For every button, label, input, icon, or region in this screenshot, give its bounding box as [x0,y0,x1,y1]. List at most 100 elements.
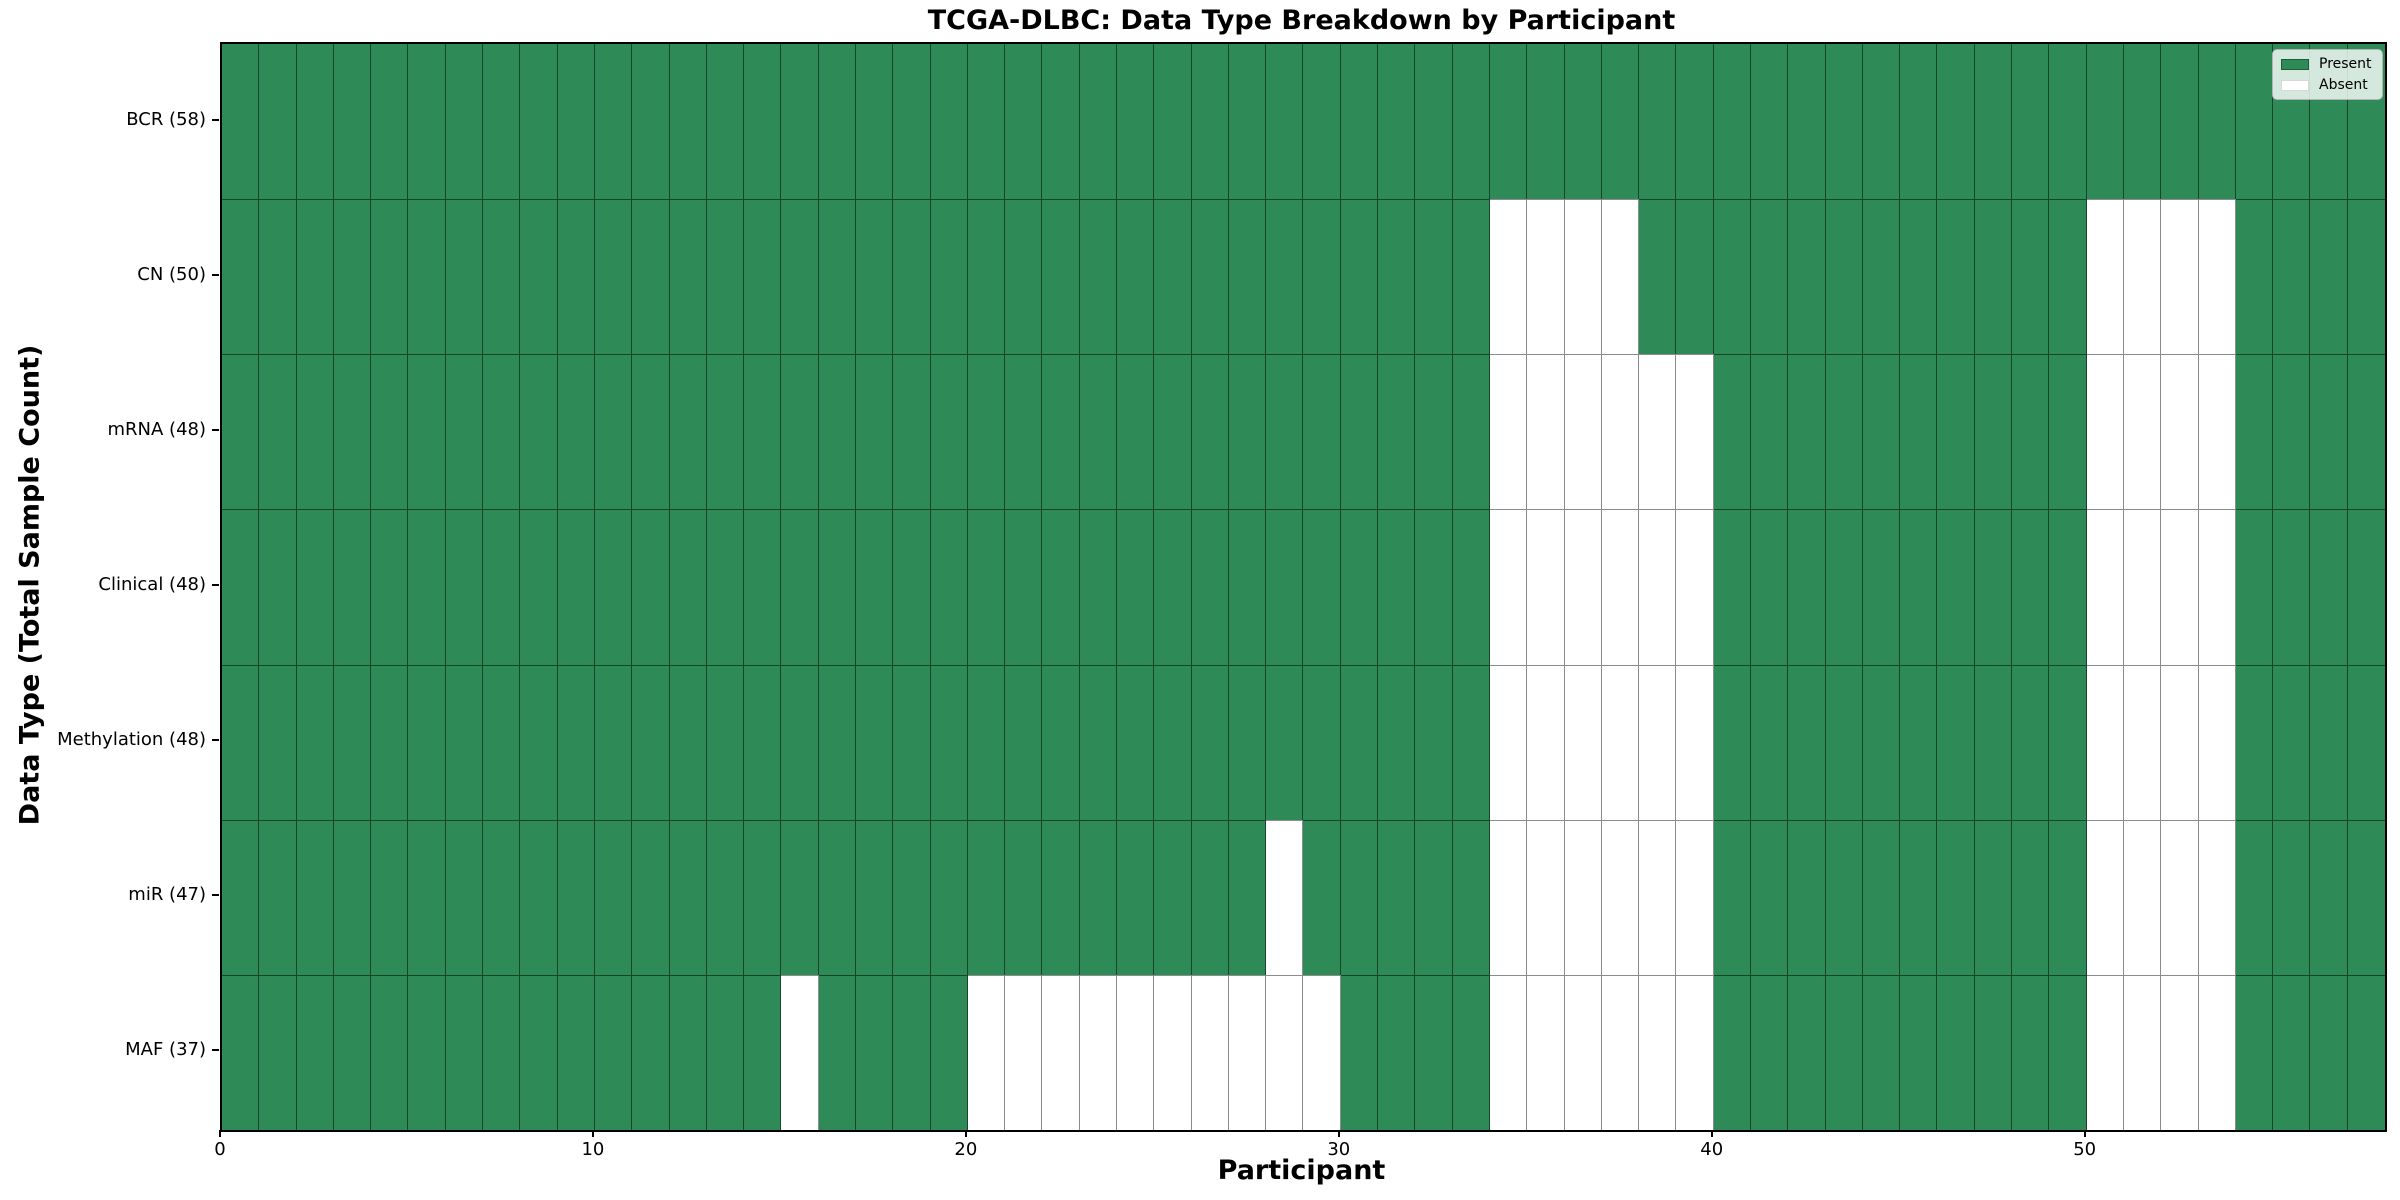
heatmap-cell [2310,664,2348,820]
heatmap-cell [371,354,409,510]
heatmap-cell [930,354,968,510]
heatmap-cell [781,44,819,200]
heatmap-cell [893,509,931,665]
heatmap-cell [2273,664,2311,820]
heatmap-cell [1825,354,1863,510]
heatmap-cell [1788,199,1826,355]
heatmap-cell [259,509,297,665]
heatmap-cell [1489,509,1528,665]
heatmap-cell [1825,44,1863,200]
heatmap-cell [333,819,372,975]
y-axis-tick-mark [212,894,219,897]
heatmap-cell [930,974,968,1130]
heatmap-cell [1005,44,1043,200]
heatmap-cell [706,199,745,355]
heatmap-cell [1713,354,1752,510]
heatmap-cell [1079,974,1118,1130]
heatmap-cell [1415,974,1453,1130]
heatmap-cell [1601,509,1640,665]
heatmap-cell [1042,509,1080,665]
heatmap-cell [1564,199,1602,355]
heatmap-cell [1042,354,1080,510]
heatmap-cell [706,44,745,200]
heatmap-cell [557,664,595,820]
x-axis-tick-label: 0 [214,1139,226,1160]
heatmap-cell [1079,664,1118,820]
heatmap-cell [1489,44,1528,200]
y-axis-tick-mark [212,739,219,742]
heatmap-cell [669,44,707,200]
heatmap-cell [1228,354,1267,510]
heatmap-cell [2123,664,2162,820]
heatmap-cell [408,354,446,510]
heatmap-cell [333,664,372,820]
heatmap-cell [1452,974,1490,1130]
heatmap-cell [1825,819,1863,975]
heatmap-cell [2086,664,2124,820]
heatmap-cell [2049,354,2087,510]
heatmap-cell [2310,509,2348,665]
x-axis-tick-mark [219,1130,221,1137]
heatmap-cell [1079,819,1118,975]
heatmap-cell [1900,509,1938,665]
heatmap-cell [1974,509,2013,665]
heatmap-cell [594,199,633,355]
heatmap-cell [1974,664,2013,820]
heatmap-cell [445,44,484,200]
heatmap-cell [855,199,894,355]
heatmap-cell [1676,354,1714,510]
heatmap-cell [1266,199,1304,355]
y-axis-tick-label: CN (50) [137,263,206,285]
heatmap-cell [1154,819,1192,975]
heatmap-cell [781,354,819,510]
heatmap-cell [2049,819,2087,975]
heatmap-cell [1862,664,1901,820]
heatmap-cell [2086,44,2124,200]
heatmap-cell [1191,509,1229,665]
x-axis-tick-mark [591,1130,594,1137]
heatmap-cell [1042,44,1080,200]
heatmap-cell [930,664,968,820]
heatmap-cell [2123,509,2162,665]
x-axis-tick-label: 20 [954,1139,978,1160]
heatmap-cell [1191,44,1229,200]
x-axis-tick-mark [2083,1130,2086,1137]
x-axis-tick-label: 30 [1327,1139,1351,1160]
heatmap-cell [333,974,372,1130]
heatmap-cell [1340,354,1379,510]
heatmap-cell [1527,819,1565,975]
heatmap-cell [520,509,558,665]
heatmap-cell [1340,819,1379,975]
heatmap-cell [222,509,260,665]
heatmap-cell [1564,974,1602,1130]
heatmap-cell [1228,509,1267,665]
heatmap-cell [1751,974,1789,1130]
y-axis-tick-label: mRNA (48) [107,418,207,440]
heatmap-cell [1415,199,1453,355]
heatmap-cell [520,819,558,975]
heatmap-cell [781,819,819,975]
y-axis-tick-mark [212,273,219,276]
heatmap-cell [520,354,558,510]
heatmap-cell [1378,44,1416,200]
heatmap-cell [371,664,409,820]
heatmap-cell [483,354,521,510]
heatmap-cell [1378,354,1416,510]
heatmap-cell [371,974,409,1130]
heatmap-cell [818,664,856,820]
heatmap-cell [1601,664,1640,820]
heatmap-cell [296,974,334,1130]
heatmap-cell [1378,664,1416,820]
heatmap-cell [259,664,297,820]
y-axis-tick-label: BCR (58) [126,108,206,130]
x-axis-label: Participant [1217,1155,1386,1186]
heatmap-cell [1378,199,1416,355]
heatmap-cell [1154,44,1192,200]
heatmap-cell [781,664,819,820]
heatmap-cell [818,199,856,355]
heatmap-cell [1117,509,1155,665]
heatmap-cell [893,44,931,200]
heatmap-cell [2049,44,2087,200]
heatmap-cell [1788,974,1826,1130]
heatmap-cell [1340,509,1379,665]
